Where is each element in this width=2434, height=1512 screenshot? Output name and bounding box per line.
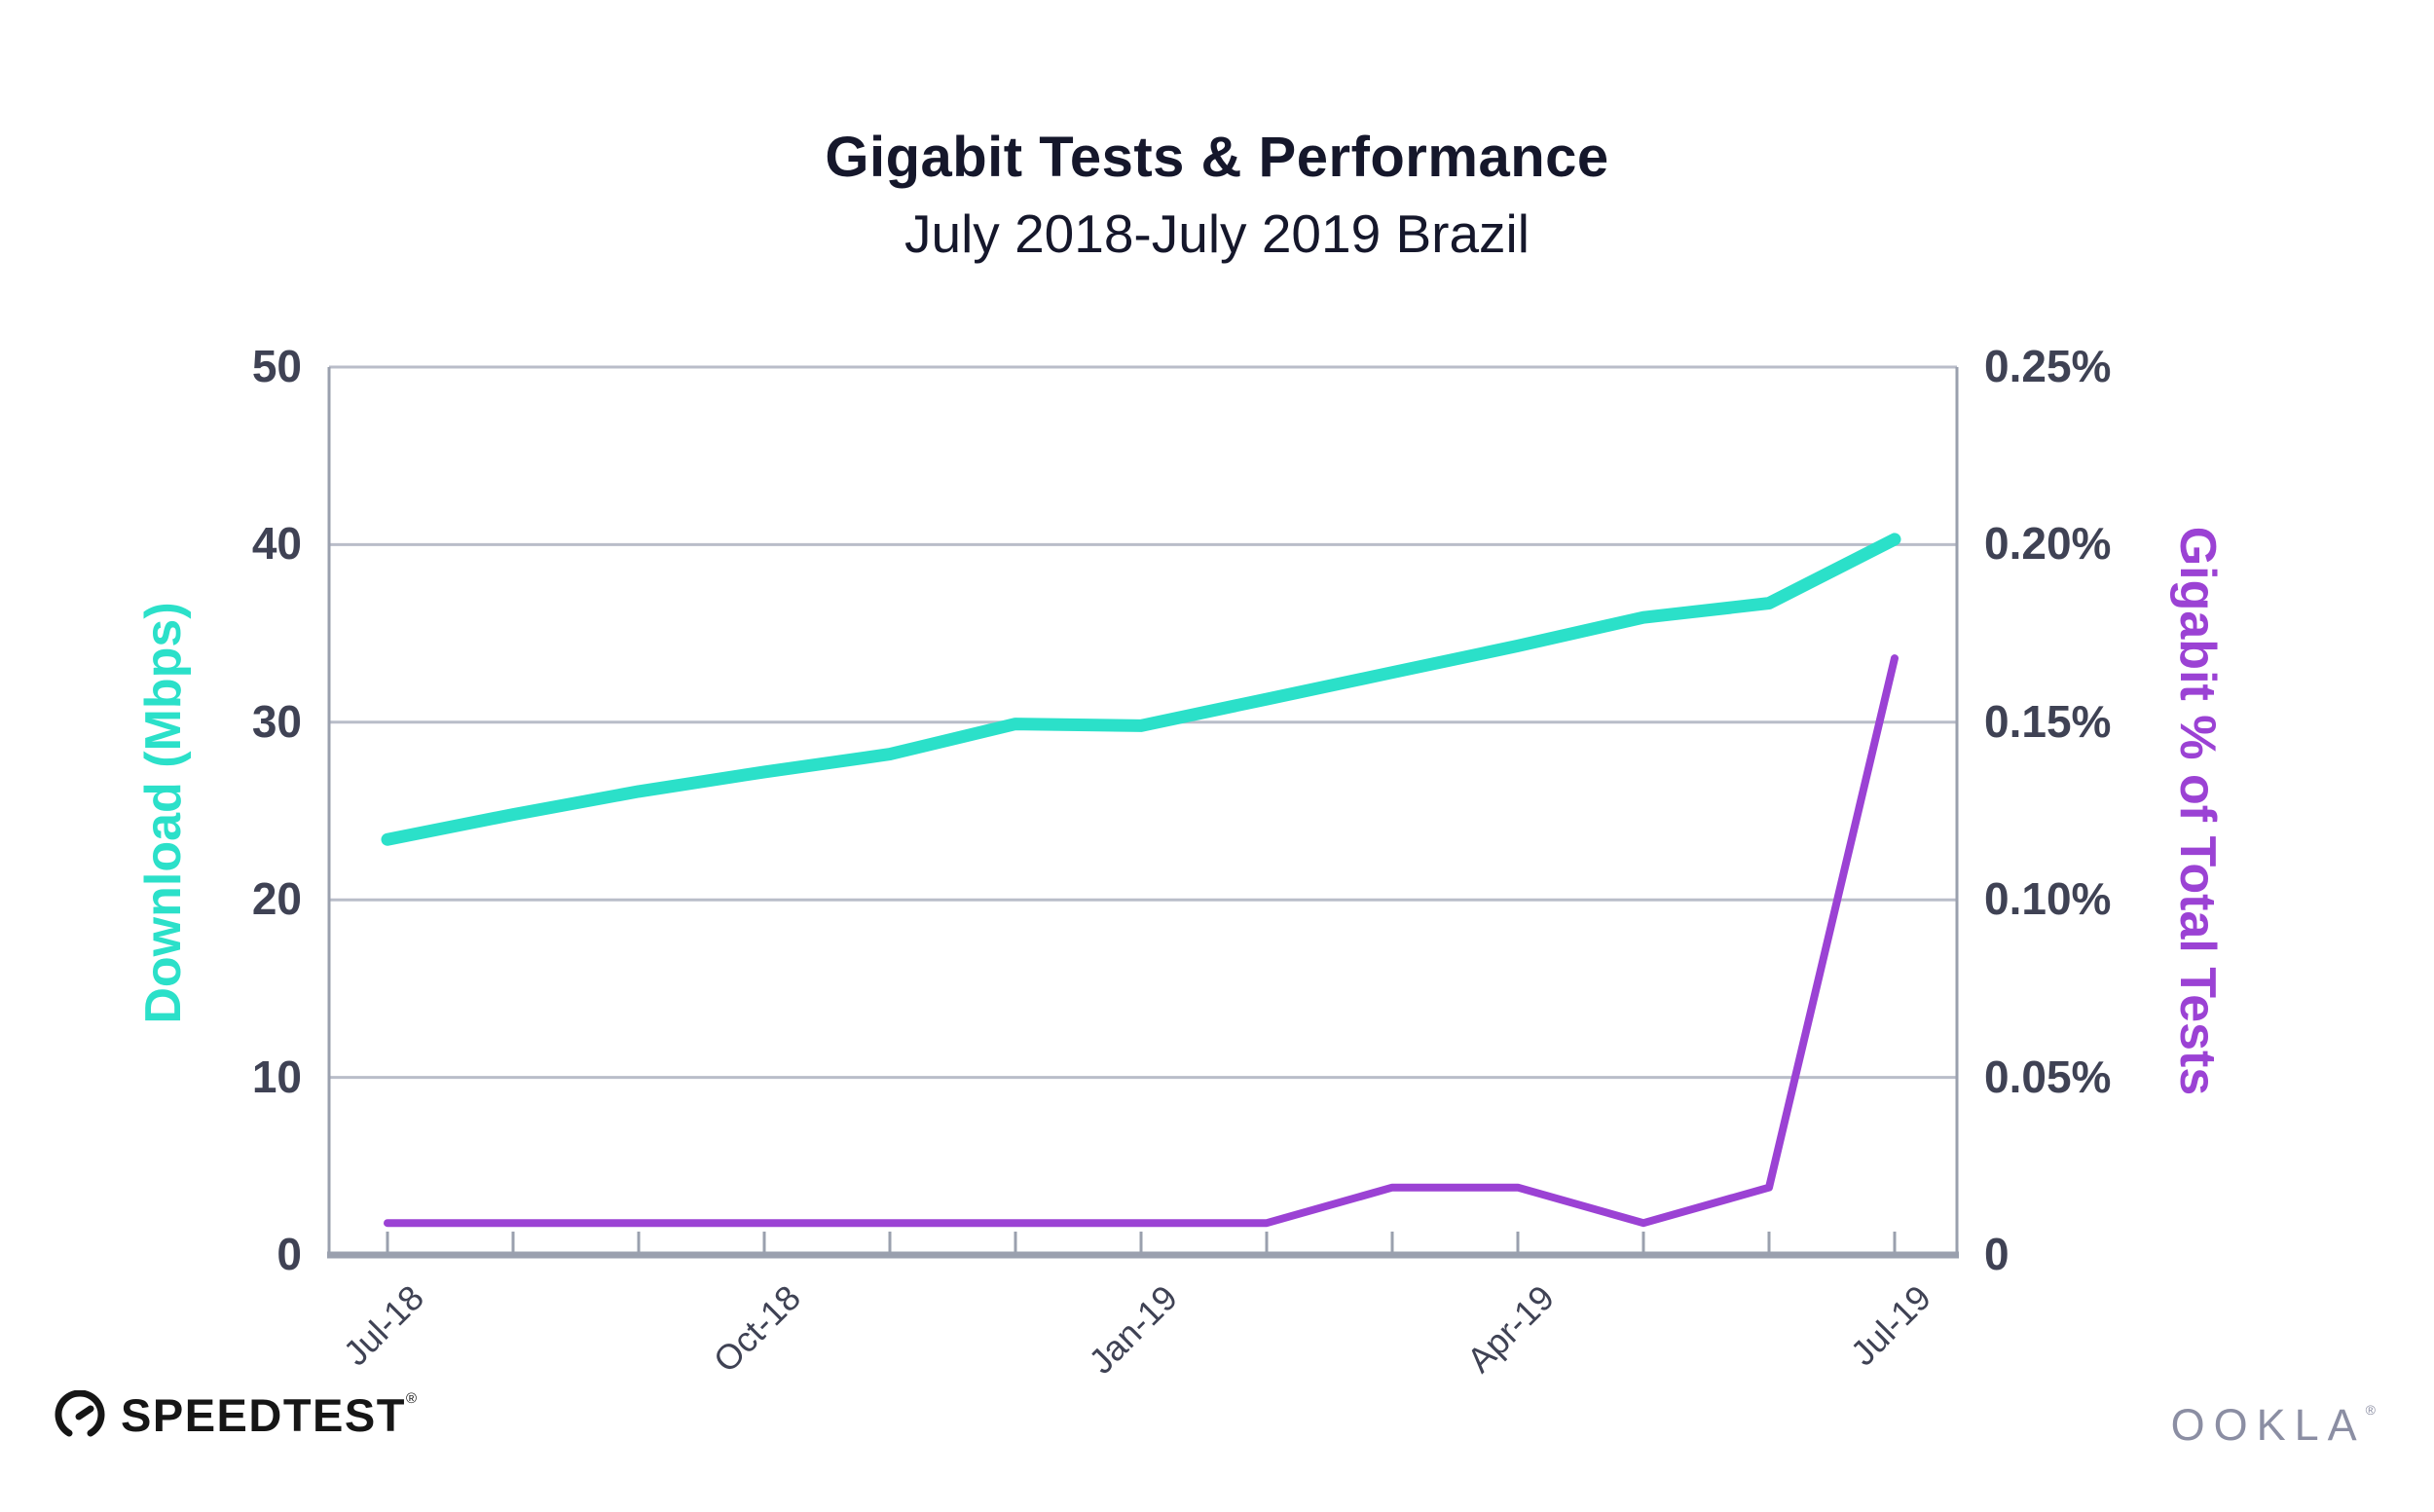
right-axis-title: Gigabit % of Total Tests xyxy=(2169,526,2226,1096)
left-axis-tick-label: 20 xyxy=(251,873,302,925)
left-axis-tick-label: 10 xyxy=(251,1051,302,1102)
right-axis-tick-label: 0.25% xyxy=(1984,340,2112,391)
right-axis-tick-label: 0.20% xyxy=(1984,518,2112,570)
ookla-logo: OOKLA ® xyxy=(2171,1400,2376,1451)
right-axis-tick-label: 0.10% xyxy=(1984,873,2112,925)
left-axis-tick-label: 40 xyxy=(251,518,302,570)
left-axis-tick-label: 30 xyxy=(251,695,302,747)
right-axis-tick-label: 0 xyxy=(1984,1228,2010,1279)
left-axis-tick-label: 0 xyxy=(277,1228,302,1279)
speedtest-wordmark: SPEEDTEST ® xyxy=(121,1389,419,1441)
right-axis-tick-label: 0.15% xyxy=(1984,695,2112,747)
right-axis-tick-label: 0.05% xyxy=(1984,1051,2112,1102)
chart-subtitle: July 2018-July 2019 Brazil xyxy=(904,203,1530,264)
speedtest-logo: SPEEDTEST ® xyxy=(55,1388,419,1442)
gigabit-percent-line xyxy=(384,654,1899,1228)
chart-title: Gigabit Tests & Performance xyxy=(825,126,1609,189)
download-line xyxy=(381,533,1901,846)
speedtest-registered-mark: ® xyxy=(405,1390,419,1407)
left-axis-title: Download (Mbps) xyxy=(135,602,192,1024)
ookla-registered-mark: ® xyxy=(2365,1402,2376,1418)
speedtest-gauge-icon xyxy=(55,1389,105,1436)
ookla-wordmark: OOKLA xyxy=(2170,1400,2366,1450)
left-axis-tick-label: 50 xyxy=(251,340,302,391)
